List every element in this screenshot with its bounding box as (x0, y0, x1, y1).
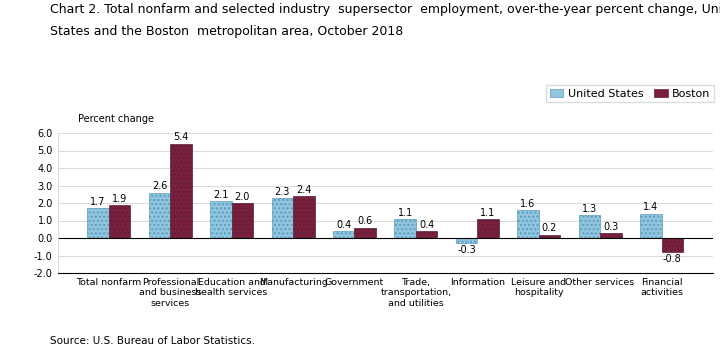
Text: 0.3: 0.3 (603, 222, 618, 232)
Text: 1.6: 1.6 (521, 199, 536, 209)
Text: 1.4: 1.4 (643, 202, 658, 212)
Text: 2.0: 2.0 (235, 192, 250, 202)
Bar (232, 203, 253, 238)
Bar (539, 234, 560, 238)
Bar (293, 196, 315, 238)
Bar (395, 219, 416, 238)
Text: 0.2: 0.2 (541, 223, 557, 233)
Bar (149, 193, 170, 238)
Text: -0.8: -0.8 (663, 254, 682, 264)
Text: 0.4: 0.4 (419, 220, 434, 230)
Bar (87, 208, 109, 238)
Text: 1.3: 1.3 (582, 204, 597, 214)
Text: 5.4: 5.4 (174, 132, 189, 142)
Text: 0.4: 0.4 (336, 220, 351, 230)
Legend: United States, Boston: United States, Boston (546, 85, 714, 102)
Bar (354, 228, 376, 238)
Bar (640, 214, 662, 238)
Text: Percent change: Percent change (78, 114, 154, 124)
Text: 2.3: 2.3 (274, 187, 290, 197)
Text: 2.4: 2.4 (296, 185, 312, 195)
Bar (456, 238, 477, 243)
Text: 1.1: 1.1 (397, 208, 413, 217)
Bar (600, 233, 621, 238)
Text: 1.7: 1.7 (91, 197, 106, 207)
Bar (579, 215, 600, 238)
Bar (210, 201, 232, 238)
Text: Source: U.S. Bureau of Labor Statistics.: Source: U.S. Bureau of Labor Statistics. (50, 336, 256, 346)
Text: 0.6: 0.6 (358, 216, 373, 226)
Text: 1.9: 1.9 (112, 194, 127, 204)
Text: 2.1: 2.1 (213, 190, 229, 200)
Text: States and the Boston  metropolitan area, October 2018: States and the Boston metropolitan area,… (50, 25, 404, 37)
Bar (477, 219, 499, 238)
Bar (271, 198, 293, 238)
Bar (416, 231, 437, 238)
Bar (170, 144, 192, 238)
Bar (109, 205, 130, 238)
Text: Chart 2. Total nonfarm and selected industry  supersector  employment, over-the-: Chart 2. Total nonfarm and selected indu… (50, 4, 720, 16)
Text: 1.1: 1.1 (480, 208, 495, 217)
Bar (333, 231, 354, 238)
Text: 2.6: 2.6 (152, 181, 167, 191)
Text: -0.3: -0.3 (457, 245, 476, 256)
Bar (662, 238, 683, 252)
Bar (517, 210, 539, 238)
